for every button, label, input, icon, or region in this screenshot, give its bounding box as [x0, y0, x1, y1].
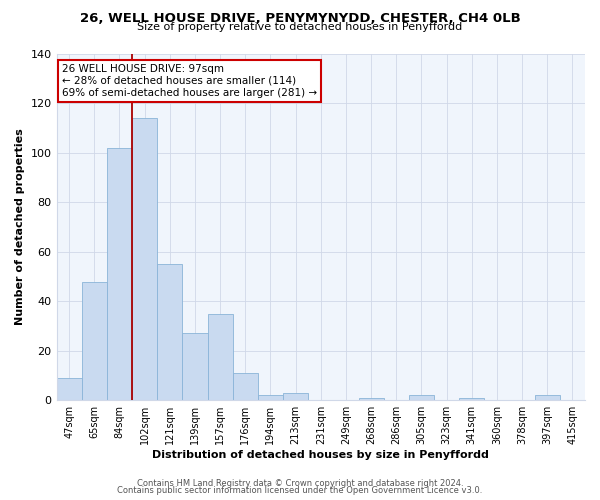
- Bar: [107, 148, 132, 400]
- Bar: [535, 396, 560, 400]
- Bar: [157, 264, 182, 400]
- Text: Contains public sector information licensed under the Open Government Licence v3: Contains public sector information licen…: [118, 486, 482, 495]
- Bar: [182, 334, 208, 400]
- Bar: [459, 398, 484, 400]
- Bar: [82, 282, 107, 400]
- X-axis label: Distribution of detached houses by size in Penyffordd: Distribution of detached houses by size …: [152, 450, 489, 460]
- Bar: [56, 378, 82, 400]
- Y-axis label: Number of detached properties: Number of detached properties: [15, 128, 25, 326]
- Bar: [283, 393, 308, 400]
- Bar: [208, 314, 233, 400]
- Bar: [132, 118, 157, 400]
- Text: Contains HM Land Registry data © Crown copyright and database right 2024.: Contains HM Land Registry data © Crown c…: [137, 478, 463, 488]
- Bar: [409, 396, 434, 400]
- Text: 26, WELL HOUSE DRIVE, PENYMYNYDD, CHESTER, CH4 0LB: 26, WELL HOUSE DRIVE, PENYMYNYDD, CHESTE…: [80, 12, 520, 26]
- Bar: [258, 396, 283, 400]
- Text: 26 WELL HOUSE DRIVE: 97sqm
← 28% of detached houses are smaller (114)
69% of sem: 26 WELL HOUSE DRIVE: 97sqm ← 28% of deta…: [62, 64, 317, 98]
- Bar: [359, 398, 383, 400]
- Bar: [233, 373, 258, 400]
- Text: Size of property relative to detached houses in Penyffordd: Size of property relative to detached ho…: [137, 22, 463, 32]
